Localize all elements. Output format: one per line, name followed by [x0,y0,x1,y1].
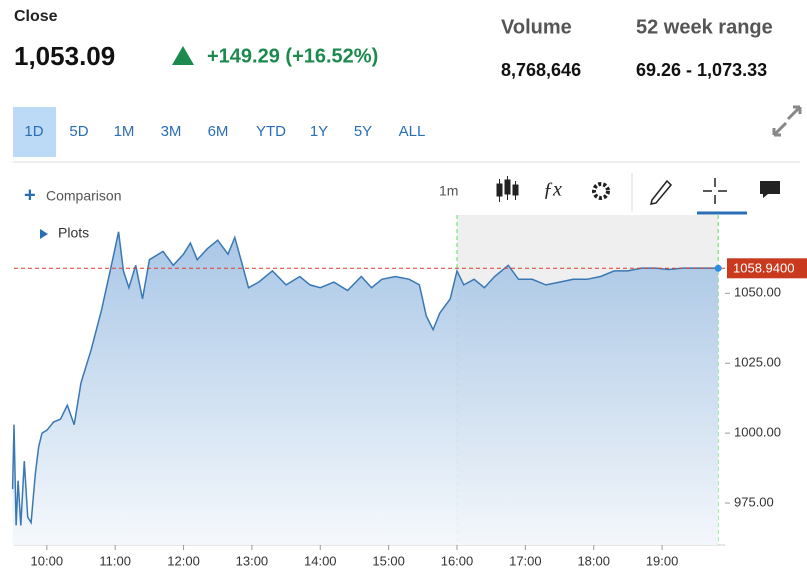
comment-icon[interactable] [760,181,780,198]
x-tick-label: 19:00 [646,553,679,568]
range-button[interactable]: YTD [256,123,286,140]
selected-range [13,107,56,157]
x-tick-label: 11:00 [99,553,131,568]
x-tick-label: 15:00 [372,553,405,568]
range-button[interactable]: 6M [208,123,229,140]
comparison[interactable]: Comparison [46,188,121,204]
last-point [714,264,722,272]
draw-icon[interactable] [649,179,673,205]
close-value: 1,053.09 [14,41,115,71]
volume-value: 8,768,646 [501,60,581,80]
interval[interactable]: 1m [439,183,458,199]
plots[interactable]: Plots [58,225,89,241]
y-tick-label: 1000.00 [734,425,781,440]
up-arrow [172,46,194,65]
range-value: 69.26 - 1,073.33 [636,60,767,80]
expand-icon[interactable] [772,105,802,137]
x-tick-label: 17:00 [509,553,542,568]
change: +149.29 (+16.52%) [207,45,378,67]
x-tick-label: 14:00 [304,553,337,568]
fx-icon[interactable]: ƒx [543,179,562,201]
y-tick-label: 975.00 [734,494,774,509]
y-tick-label: 1050.00 [734,285,781,300]
range-button[interactable]: ALL [399,123,426,140]
range-button[interactable]: 5D [69,123,88,140]
range-button[interactable]: 5Y [354,123,372,140]
candle-icon[interactable] [496,176,519,202]
range-label: 52 week range [636,16,773,38]
y-tick-label: 1025.00 [734,355,781,370]
x-tick-label: 18:00 [577,553,610,568]
x-tick-label: 13:00 [236,553,269,568]
x-tick-label: 12:00 [167,553,200,568]
x-tick-label: 16:00 [441,553,474,568]
current-price-label: 1058.9400 [733,261,794,276]
price-area [12,231,719,546]
range-button[interactable]: 3M [161,123,182,140]
plots-arrow[interactable] [40,229,48,239]
volume-label: Volume [501,16,572,38]
range-button[interactable]: 1D [24,123,43,140]
price-line [11,231,719,526]
crosshair-icon[interactable] [703,178,727,204]
range-button[interactable]: 1M [114,123,135,140]
settings-icon[interactable] [592,182,610,200]
x-tick-label: 10:00 [31,553,64,568]
close-label: Close [14,8,58,25]
current-price-box [727,258,807,279]
plus-icon[interactable]: + [24,184,36,206]
range-button[interactable]: 1Y [310,123,328,140]
